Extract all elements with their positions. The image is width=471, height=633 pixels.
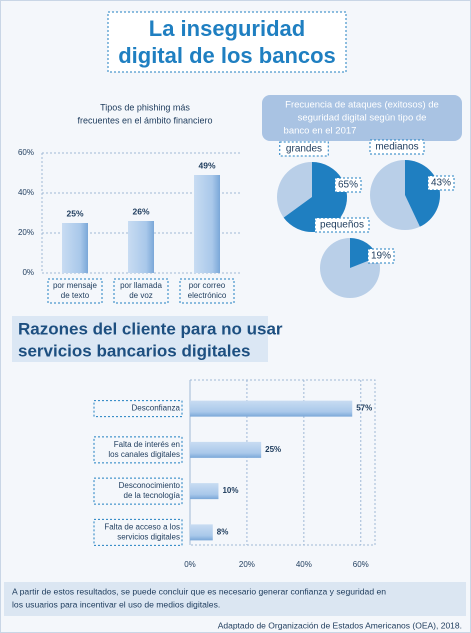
pie-name-box — [279, 141, 329, 157]
x-tick-label: 60% — [353, 560, 369, 569]
y-tick-label: de la tecnología — [124, 491, 181, 500]
bar — [190, 524, 213, 541]
value-label: 26% — [132, 206, 149, 216]
y-tick-label: 40% — [18, 188, 34, 197]
y-tick-label: Desconocimiento — [119, 481, 181, 490]
value-label: 10% — [222, 486, 238, 495]
y-tick-label: Falta de acceso a los — [104, 522, 180, 531]
legend-label: medianos — [375, 142, 418, 153]
category-box — [93, 477, 183, 505]
y-tick-label: 0% — [22, 268, 34, 277]
legend-label: grandes — [286, 144, 322, 155]
pie-name-box — [314, 217, 370, 233]
value-label: 57% — [356, 404, 372, 413]
title: La inseguridad — [149, 16, 305, 41]
bar — [190, 400, 353, 417]
category-box — [47, 278, 103, 304]
value-label: 49% — [198, 160, 215, 170]
x-tick-label: de voz — [129, 291, 153, 300]
chart-title: seguridad digital según tipo de — [298, 113, 427, 124]
value-label: 25% — [66, 208, 83, 218]
chart-title: Frecuencia de ataques (exitosos) de — [285, 100, 439, 111]
y-tick-label: los canales digitales — [108, 450, 180, 459]
x-tick-label: por llamada — [120, 281, 162, 290]
x-tick-label: por correo — [189, 281, 226, 290]
value-label: 65% — [338, 180, 358, 191]
x-tick-label: 40% — [296, 560, 312, 569]
y-tick-label: Falta de interés en — [114, 440, 180, 449]
value-label: 25% — [265, 445, 281, 454]
chart-title: banco en el 2017 — [284, 126, 357, 137]
plot-area — [189, 379, 376, 546]
value-label: 8% — [217, 527, 229, 536]
pie-name-box — [369, 139, 425, 155]
category-box — [93, 436, 183, 464]
conclusion-box — [4, 582, 466, 616]
y-tick-label: servicios digitales — [117, 532, 180, 541]
pie-slice — [283, 162, 347, 233]
value-box — [334, 177, 362, 193]
x-tick-label: por mensaje — [53, 281, 98, 290]
conclusion: los usuarios para incentivar el uso de m… — [12, 599, 220, 609]
bar — [190, 441, 262, 458]
section-header — [12, 316, 268, 362]
chart-title: servicios bancarios digitales — [18, 341, 250, 360]
bar — [62, 223, 88, 273]
bar — [128, 221, 154, 273]
y-tick-label: 20% — [18, 228, 34, 237]
value-box — [367, 248, 395, 264]
category-box — [93, 518, 183, 546]
title: digital de los bancos — [118, 43, 336, 68]
y-tick-label: 60% — [18, 148, 34, 157]
x-tick-label: 0% — [184, 560, 196, 569]
category-box — [179, 278, 235, 304]
bar — [190, 483, 219, 500]
chart-title: Tipos de phishing más — [100, 102, 190, 112]
category-box — [93, 400, 183, 418]
bar — [194, 175, 220, 273]
y-tick-label: Desconfianza — [132, 404, 181, 413]
value-label: 19% — [371, 251, 391, 262]
legend-label: pequeños — [320, 220, 364, 231]
title-box — [107, 11, 347, 73]
category-box — [113, 278, 169, 304]
chart-title: Razones del cliente para no usar — [18, 319, 283, 338]
x-tick-label: electrónico — [188, 291, 227, 300]
pie-header — [262, 95, 462, 141]
pie-slice — [350, 238, 378, 268]
value-label: 43% — [431, 178, 451, 189]
x-tick-label: de texto — [61, 291, 90, 300]
conclusion: A partir de estos resultados, se puede c… — [12, 586, 386, 596]
value-box — [427, 175, 455, 191]
source: Adaptado de Organización de Estados Amer… — [218, 620, 462, 630]
chart-title: frecuentes en el ámbito financiero — [77, 115, 212, 125]
x-tick-label: 20% — [239, 560, 255, 569]
